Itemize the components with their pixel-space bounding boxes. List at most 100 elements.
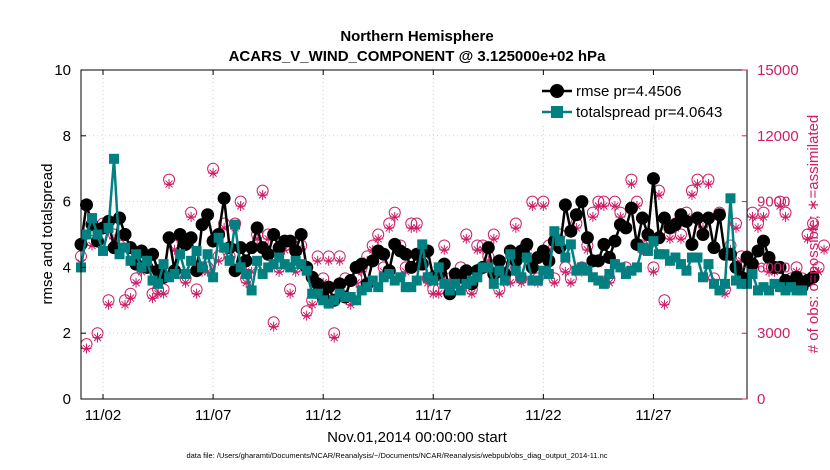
totalspread-point [521, 252, 532, 263]
rmse-point [184, 231, 198, 245]
obs-assimilated-point [323, 255, 334, 266]
obs-assimilated-point [180, 277, 191, 288]
totalspread-point [576, 262, 587, 273]
obs-assimilated-point [593, 200, 604, 211]
rmse-point [492, 254, 506, 268]
totalspread-point [670, 252, 681, 263]
totalspread-point [395, 272, 406, 283]
totalspread-point [620, 268, 631, 279]
legend-box [535, 78, 743, 124]
rmse-point [459, 264, 473, 278]
obs-assimilated-point [609, 200, 620, 211]
rmse-point [580, 231, 594, 245]
y-tick-label-left: 10 [54, 62, 71, 79]
obs-assimilated-point [775, 200, 786, 211]
obs-assimilated-point [285, 288, 296, 299]
rmse-point [685, 237, 699, 251]
totalspread-point [642, 245, 653, 256]
rmse-point [520, 237, 534, 251]
obs-assimilated-point [406, 222, 417, 233]
obs-assimilated-point [439, 244, 450, 255]
rmse-point [195, 218, 209, 232]
totalspread-point [615, 262, 626, 273]
rmse-point [575, 195, 589, 209]
totalspread-point [318, 295, 329, 306]
rmse-point [283, 234, 297, 248]
totalspread-point [543, 268, 554, 279]
rmse-point [404, 260, 418, 274]
rmse-point [261, 247, 275, 261]
y-tick-label-right: 15000 [757, 62, 799, 79]
totalspread-point [98, 245, 109, 256]
obs-assimilated-point [208, 168, 219, 179]
totalspread-point [505, 249, 516, 260]
obs-assimilated-point [664, 233, 675, 244]
totalspread-point [598, 278, 609, 289]
totalspread-point [549, 226, 560, 237]
y-tick-label-left: 0 [63, 391, 71, 408]
totalspread-point [164, 272, 175, 283]
totalspread-point [736, 278, 747, 289]
rmse-point [245, 241, 259, 255]
plot-frame [80, 69, 748, 400]
totalspread-point [786, 282, 797, 293]
totalspread-point [384, 268, 395, 279]
rmse-point [344, 274, 358, 288]
rmse-point [757, 234, 771, 248]
totalspread-point [499, 275, 510, 286]
totalspread-point [472, 272, 483, 283]
obs-assimilated-point [488, 233, 499, 244]
obs-assimilated-point [153, 288, 164, 299]
obs-assimilated-point [819, 244, 830, 255]
rmse-point [377, 247, 391, 261]
totalspread-point [769, 278, 780, 289]
y-tick-label-right: 12000 [757, 128, 799, 145]
obs-assimilated-point [274, 266, 285, 277]
totalspread-point [197, 262, 208, 273]
totalspread-point [312, 288, 323, 299]
totalspread-point [334, 288, 345, 299]
totalspread-point [87, 213, 98, 224]
y-tick-label-left: 2 [63, 325, 71, 342]
totalspread-point [301, 265, 312, 276]
rmse-point [696, 228, 710, 241]
totalspread-point [169, 268, 180, 279]
totalspread-point [208, 272, 219, 283]
rmse-point [355, 257, 369, 271]
totalspread-point [747, 268, 758, 279]
totalspread-point [697, 272, 708, 283]
rmse-point [619, 221, 633, 235]
obs-assimilated-point [510, 222, 521, 233]
totalspread-point [235, 262, 246, 273]
rmse-point [657, 211, 671, 225]
totalspread-point [565, 239, 576, 250]
totalspread-point [109, 153, 120, 164]
totalspread-point [753, 285, 764, 296]
y-axis-label-left: rmse and totalspread [39, 164, 56, 305]
obs-assimilated-point [301, 310, 312, 321]
obs-assimilated-point [312, 255, 323, 266]
rmse-point [162, 231, 176, 245]
rmse-point [366, 254, 380, 268]
totalspread-point [527, 275, 538, 286]
totalspread-point [285, 262, 296, 273]
obs-assimilated-point [186, 211, 197, 222]
totalspread-point [439, 278, 450, 289]
totalspread-point [213, 232, 224, 243]
totalspread-point [609, 259, 620, 270]
obs-assimilated-point [587, 211, 598, 222]
totalspread-point [340, 292, 351, 303]
rmse-point [217, 191, 231, 205]
totalspread-point [241, 268, 252, 279]
obs-assimilated-point [384, 222, 395, 233]
rmse-point [481, 241, 495, 255]
totalspread-point [730, 275, 741, 286]
x-tick-label: 11/12 [305, 407, 341, 424]
obs-assimilated-point [120, 299, 131, 310]
obs-assimilated-point [753, 222, 764, 233]
totalspread-point [219, 242, 230, 253]
totalspread-point [120, 242, 131, 253]
totalspread-point [604, 268, 615, 279]
obs-assimilated-point [411, 222, 422, 233]
obs-assimilated-point [626, 179, 637, 190]
